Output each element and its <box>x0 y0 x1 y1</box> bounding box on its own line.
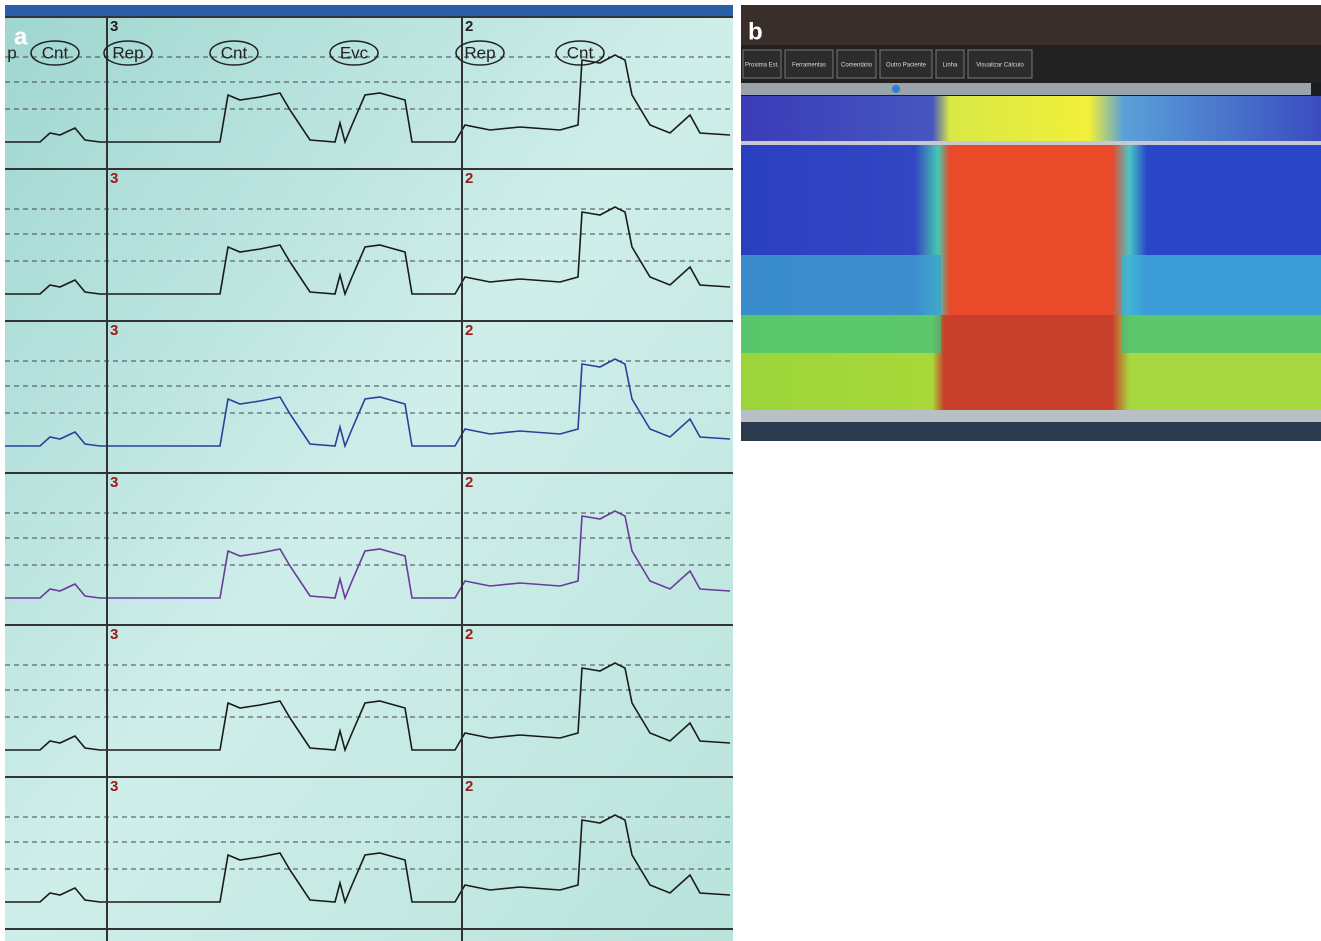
heatmap <box>741 315 941 353</box>
button-label[interactable]: Proxima Est. <box>745 63 779 69</box>
channel-label: 3 <box>110 170 118 187</box>
button-label[interactable]: Outro Paciente <box>886 63 927 69</box>
button-label[interactable]: Visualizar Cálculo <box>976 63 1024 69</box>
channel-label: 3 <box>110 322 118 339</box>
annotation: Cnt <box>42 43 69 62</box>
panel-label: b <box>748 18 763 45</box>
slider <box>741 83 1311 95</box>
channel-label: 2 <box>465 170 473 187</box>
axis-strip <box>741 410 1321 422</box>
annotation: Evc <box>340 43 369 62</box>
annotation: Rep <box>112 43 143 62</box>
channel-label: 2 <box>465 626 473 643</box>
annotation: Rep <box>464 43 495 62</box>
channel-label: 3 <box>110 626 118 643</box>
heat-band <box>741 96 1321 141</box>
panel-label: a <box>14 23 28 50</box>
taskbar <box>741 422 1321 441</box>
heatmap <box>741 255 941 315</box>
annotation: Cnt <box>567 43 594 62</box>
channel-label: 2 <box>465 778 473 795</box>
heatmap <box>1122 255 1321 315</box>
channel-label: 2 <box>465 474 473 491</box>
annotation: Cnt <box>221 43 248 62</box>
channel-label: 3 <box>110 474 118 491</box>
separator <box>741 141 1321 145</box>
heatmap <box>1122 315 1321 353</box>
channel-label: 2 <box>465 18 473 35</box>
button-label[interactable]: Comentário <box>841 63 873 69</box>
button-label[interactable]: Linha <box>943 63 958 69</box>
channel-label: 2 <box>465 322 473 339</box>
channel-label: 3 <box>110 778 118 795</box>
bezel <box>741 5 1321 45</box>
button-label[interactable]: Ferramentas <box>792 63 826 69</box>
top-bar <box>5 5 733 17</box>
channel-label: 3 <box>110 18 118 35</box>
figure: 323232323232 pCntRepCntEvcRepCnt a Proxi… <box>0 0 1321 941</box>
slider-knob <box>892 85 900 93</box>
